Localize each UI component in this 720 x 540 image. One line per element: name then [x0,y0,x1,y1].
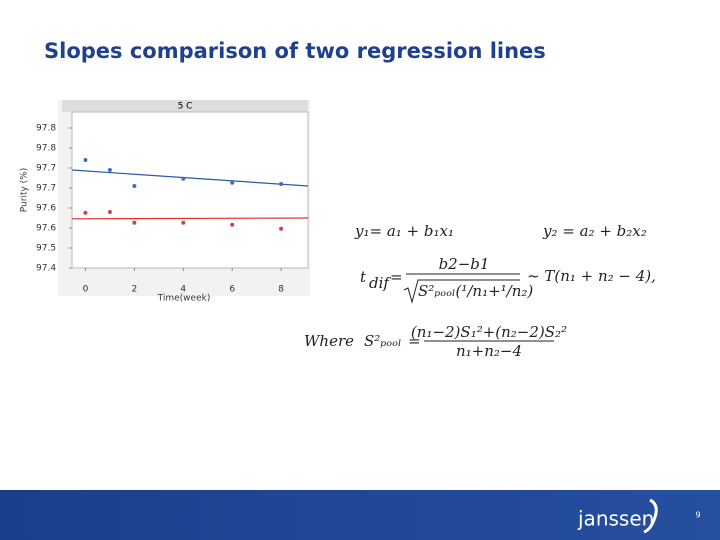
tdif-rhs: ~ T(n₁ + n₂ − 4), [527,267,656,285]
data-point [279,226,284,231]
data-point [107,168,112,172]
x-axis-label: Time(week) [157,294,211,304]
plot-area [71,111,309,269]
equation-1: y₁= a₁ + b₁x₁ [354,222,454,240]
where-denominator: n₁+n₂−4 [456,342,522,360]
footer-logo: janssen [577,507,654,531]
y-axis-label: Purity (%) [20,168,30,212]
where-eq: = [408,332,421,350]
where-lhs: S²ₚₒₒₗ [364,332,402,350]
y-tick-label: 97.7 [36,184,56,194]
x-tick-label: 2 [131,285,137,295]
y-tick-label: 97.5 [36,244,56,254]
data-point [132,184,137,188]
tdif-lhs: t [360,268,367,286]
where-word: Where [304,332,354,350]
data-point [181,176,186,181]
panel-header [62,100,308,112]
data-point [83,158,88,162]
logo-mark [643,498,658,534]
data-point [230,180,235,185]
y-tick-label: 97.8 [36,144,56,154]
y-tick-label: 97.6 [36,224,56,234]
x-tick-label: 8 [278,285,284,295]
tdif-eq: = [390,268,403,286]
y-tick-label: 97.4 [36,264,56,274]
data-point [83,210,88,215]
x-tick-label: 0 [83,285,89,295]
tdif-numerator: b2−b1 [439,255,490,273]
x-tick-label: 4 [180,285,186,295]
data-point [132,220,137,225]
chart: 97.8 97.8 97.7 97.7 97.6 97.6 97.5 97.4 0 2 4 6 8 [36,124,309,295]
regression-line [71,169,309,187]
data-point [181,220,186,225]
x-tick-label: 6 [229,285,235,295]
y-tick-label: 97.8 [36,124,56,134]
slide-title: Slopes comparison of two regression line… [44,39,546,63]
data-point [107,210,112,214]
footer-bar [0,490,720,540]
page-number: 9 [695,511,700,520]
data-point [230,222,235,227]
y-tick-label: 97.6 [36,204,56,214]
tdif-lhs-sub: dif [369,274,391,292]
where-numerator: (n₁−2)S₁²+(n₂−2)S₂² [411,323,567,341]
equation-2: y₂ = a₂ + b₂x₂ [542,222,647,240]
regression-line [71,217,309,220]
chart-title: 5 C [178,102,193,112]
data-point [279,182,284,186]
sqrt-sign [403,279,520,304]
tdif-denominator: S²ₚₒₒₗ(¹/n₁+¹/n₂) [418,282,533,300]
y-tick-label: 97.7 [36,164,56,174]
